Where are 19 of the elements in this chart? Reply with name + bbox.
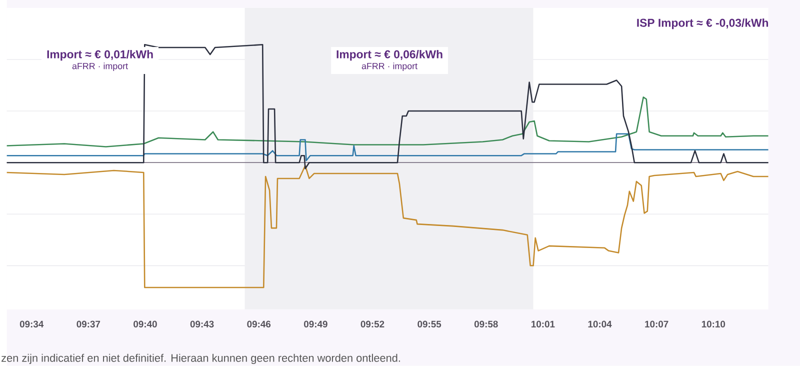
x-tick-label: 10:04 bbox=[588, 320, 612, 328]
x-tick-label: 09:46 bbox=[247, 320, 271, 328]
x-tick-label: 10:10 bbox=[702, 320, 726, 328]
annotation: aFRR · import bbox=[362, 62, 418, 72]
x-tick-label: 09:43 bbox=[190, 320, 214, 328]
x-tick-label: 10:07 bbox=[645, 320, 668, 328]
annotation: Import ≈ € 0,01/kWh bbox=[47, 50, 153, 61]
x-tick-label: 09:52 bbox=[360, 320, 384, 328]
x-tick-label: 09:58 bbox=[474, 320, 498, 328]
annotation: Import ≈ € 0,06/kWh bbox=[336, 50, 442, 61]
text: ISP Import ≈ € -0,03/kWh bbox=[637, 18, 768, 30]
text: zen zijn indicatief en niet definitief. Hieraan kunnen geen rechten worden ontleend. bbox=[2, 354, 400, 364]
annotation: aFRR · import bbox=[72, 62, 128, 72]
x-tick-label: 09:37 bbox=[76, 320, 100, 328]
x-tick-label: 09:49 bbox=[304, 320, 328, 328]
x-tick-label: 09:34 bbox=[20, 320, 44, 328]
x-tick-label: 10:01 bbox=[531, 320, 555, 328]
x-tick-label: 09:55 bbox=[418, 320, 442, 328]
x-tick-label: 09:40 bbox=[134, 320, 157, 328]
